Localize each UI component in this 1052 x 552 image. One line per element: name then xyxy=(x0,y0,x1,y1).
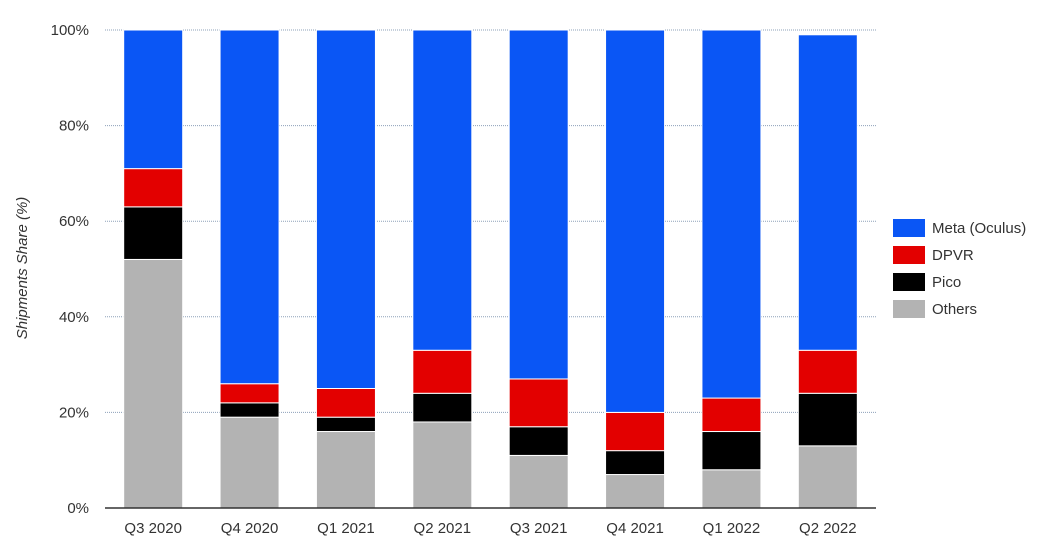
legend: Meta (Oculus) DPVR Pico Others xyxy=(893,219,1026,318)
bar-segment-pico xyxy=(123,206,184,260)
bar-segment-meta-oculus xyxy=(123,29,184,170)
x-tick-label: Q2 2021 xyxy=(414,520,472,537)
bar-segment-others xyxy=(412,421,473,509)
bar-segment-others xyxy=(315,431,376,509)
bar-segment-dpvr xyxy=(315,388,376,418)
bars xyxy=(123,29,858,509)
bar-segment-meta-oculus xyxy=(412,29,473,351)
bar-segment-meta-oculus xyxy=(797,34,858,351)
bar-segment-pico xyxy=(315,416,376,433)
bar-segment-pico xyxy=(508,426,569,456)
legend-swatch xyxy=(893,246,925,264)
legend-label: DPVR xyxy=(932,247,974,264)
y-tick-label: 20% xyxy=(59,404,89,421)
y-tick-label: 0% xyxy=(67,500,89,517)
x-axis-ticks: Q3 2020 Q4 2020 Q1 2021 Q2 2021 Q3 2021 Q4 20… xyxy=(124,520,856,537)
bar-segment-meta-oculus xyxy=(701,29,762,399)
bar-segment-dpvr xyxy=(701,397,762,433)
y-tick-label: 80% xyxy=(59,118,89,135)
y-axis-ticks: 0% 20% 40% 60% 80% 100% xyxy=(51,22,89,517)
y-axis-label: Shipments Share (%) xyxy=(14,197,31,340)
bar-segment-dpvr xyxy=(508,378,569,428)
legend-swatch xyxy=(893,273,925,291)
bar-segment-dpvr xyxy=(797,349,858,394)
bar-segment-pico xyxy=(701,431,762,471)
bar-segment-others xyxy=(797,445,858,509)
bar-segment-meta-oculus xyxy=(605,29,666,413)
legend-swatch xyxy=(893,219,925,237)
x-tick-label: Q4 2020 xyxy=(221,520,279,537)
x-tick-label: Q1 2021 xyxy=(317,520,375,537)
legend-label: Pico xyxy=(932,274,961,291)
x-tick-label: Q4 2021 xyxy=(606,520,664,537)
x-tick-label: Q3 2020 xyxy=(124,520,182,537)
bar-segment-dpvr xyxy=(219,383,280,404)
bar-segment-pico xyxy=(412,392,473,423)
bar-segment-dpvr xyxy=(412,349,473,394)
bar-segment-meta-oculus xyxy=(219,29,280,385)
x-tick-label: Q2 2022 xyxy=(799,520,857,537)
x-tick-label: Q1 2022 xyxy=(703,520,761,537)
bar-segment-meta-oculus xyxy=(315,29,376,389)
x-tick-label: Q3 2021 xyxy=(510,520,568,537)
y-tick-label: 60% xyxy=(59,213,89,230)
y-tick-label: 100% xyxy=(51,22,89,39)
bar-segment-dpvr xyxy=(123,168,184,208)
bar-segment-meta-oculus xyxy=(508,29,569,380)
bar-segment-others xyxy=(605,474,666,509)
bar-segment-others xyxy=(219,416,280,509)
legend-label: Others xyxy=(932,301,977,318)
legend-label: Meta (Oculus) xyxy=(932,220,1026,237)
bar-segment-pico xyxy=(797,392,858,447)
legend-swatch xyxy=(893,300,925,318)
bar-segment-pico xyxy=(605,450,666,476)
bar-segment-others xyxy=(701,469,762,509)
bar-segment-dpvr xyxy=(605,411,666,452)
bar-segment-pico xyxy=(219,402,280,418)
y-tick-label: 40% xyxy=(59,309,89,326)
bar-segment-others xyxy=(508,454,569,509)
bar-segment-others xyxy=(123,258,184,509)
